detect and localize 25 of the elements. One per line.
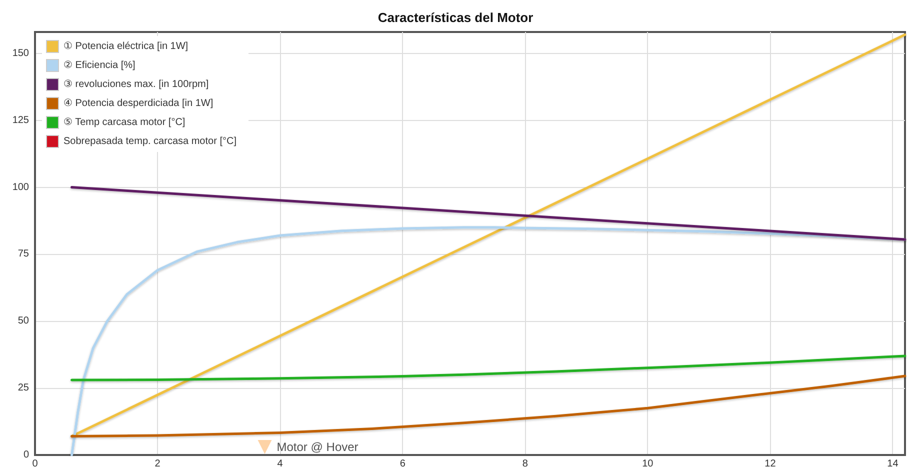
legend-label: ② Eficiencia [%] [64,60,136,71]
y-tick-label: 75 [18,248,30,260]
line-series [70,374,906,438]
y-tick-label: 125 [12,114,30,126]
x-tick-label: 2 [154,458,161,470]
x-tick-label: 10 [642,458,654,470]
x-tick-label: 8 [522,458,528,470]
y-tick-label: 50 [18,316,30,327]
x-tick-label: 14 [887,458,899,470]
chart-title: Características del Motor [378,10,534,25]
data-label: Motor @ Hover [276,440,358,454]
legend-label: ④ Potencia desperdiciada [in 1W] [64,98,214,109]
y-tick-label: 25 [18,382,30,394]
line-series [70,354,906,382]
legend-label: ③ revoluciones max. [in 100rpm] [64,79,209,90]
legend-label: Sobrepasada temp. carcasa motor [°C] [64,136,237,147]
legend-label: ① Potencia eléctrica [in 1W] [64,41,188,52]
y-tick-label: 0 [23,450,30,460]
x-tick-label: 6 [400,458,406,470]
y-tick-label: 100 [12,182,30,193]
y-tick-label: 150 [12,48,30,59]
legend-label: ⑤ Temp carcasa motor [°C] [64,117,186,128]
x-tick-label: 12 [764,458,776,470]
x-tick-label: 4 [277,458,284,470]
x-tick-label: 0 [32,458,38,470]
